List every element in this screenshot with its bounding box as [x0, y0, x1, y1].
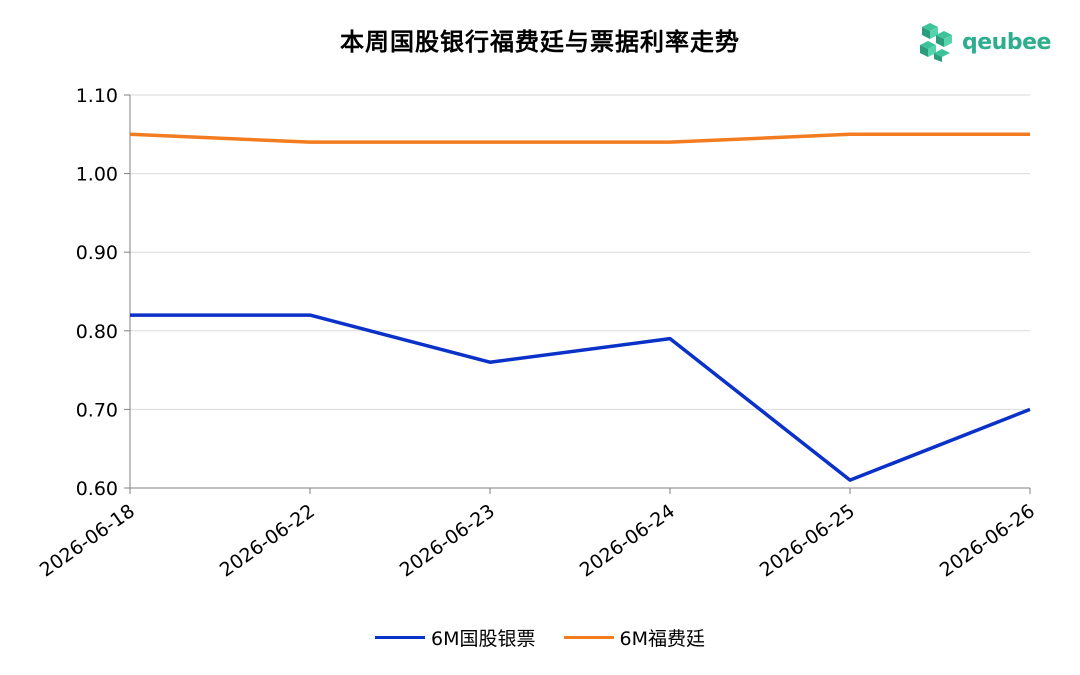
legend-item-1: 6M福费廷	[563, 624, 705, 651]
x-tick-label: 2026-06-23	[396, 500, 499, 581]
y-tick-labels: 0.60 0.70 0.80 0.90 1.00 1.10	[76, 85, 118, 500]
chart-title: 本周国股银行福费廷与票据利率走势	[340, 28, 740, 56]
y-tick-label: 0.80	[76, 321, 118, 343]
y-tick-label: 0.90	[76, 242, 118, 264]
x-tick-label: 2026-06-24	[576, 500, 679, 581]
grid-lines	[130, 94, 1030, 410]
logo-text: qeubee	[962, 29, 1051, 55]
y-tick-label: 0.60	[76, 478, 118, 500]
legend-label: 6M国股银票	[431, 628, 536, 650]
qeubee-logo-icon	[920, 23, 952, 62]
line-chart: 0.600.700.800.901.001.10 2026-06-18 2026-…	[36, 85, 1039, 581]
x-tick-labels: 2026-06-18 2026-06-22 2026-06-23 2026-06-24…	[36, 500, 1039, 581]
axes	[124, 94, 1031, 494]
y-tick-label: 0.70	[76, 399, 118, 421]
legend-swatch	[563, 636, 614, 639]
legend: 6M国股银票 6M福费廷	[0, 624, 1080, 651]
logo: qeubee	[918, 20, 1051, 64]
legend-item-0: 6M国股银票	[375, 624, 536, 651]
x-tick-label: 2026-06-25	[756, 500, 859, 581]
legend-swatch	[375, 636, 426, 639]
series-lines	[129, 132, 1031, 482]
y-tick-label: 1.10	[76, 85, 118, 107]
x-tick-label: 2026-06-22	[216, 500, 319, 581]
y-tick-label: 1.00	[76, 164, 118, 186]
series-line-1	[129, 132, 1030, 144]
x-tick-label: 2026-06-26	[936, 500, 1039, 581]
legend-label: 6M福费廷	[619, 628, 705, 650]
x-tick-label: 2026-06-18	[36, 500, 139, 581]
series-line-0	[130, 313, 1031, 482]
